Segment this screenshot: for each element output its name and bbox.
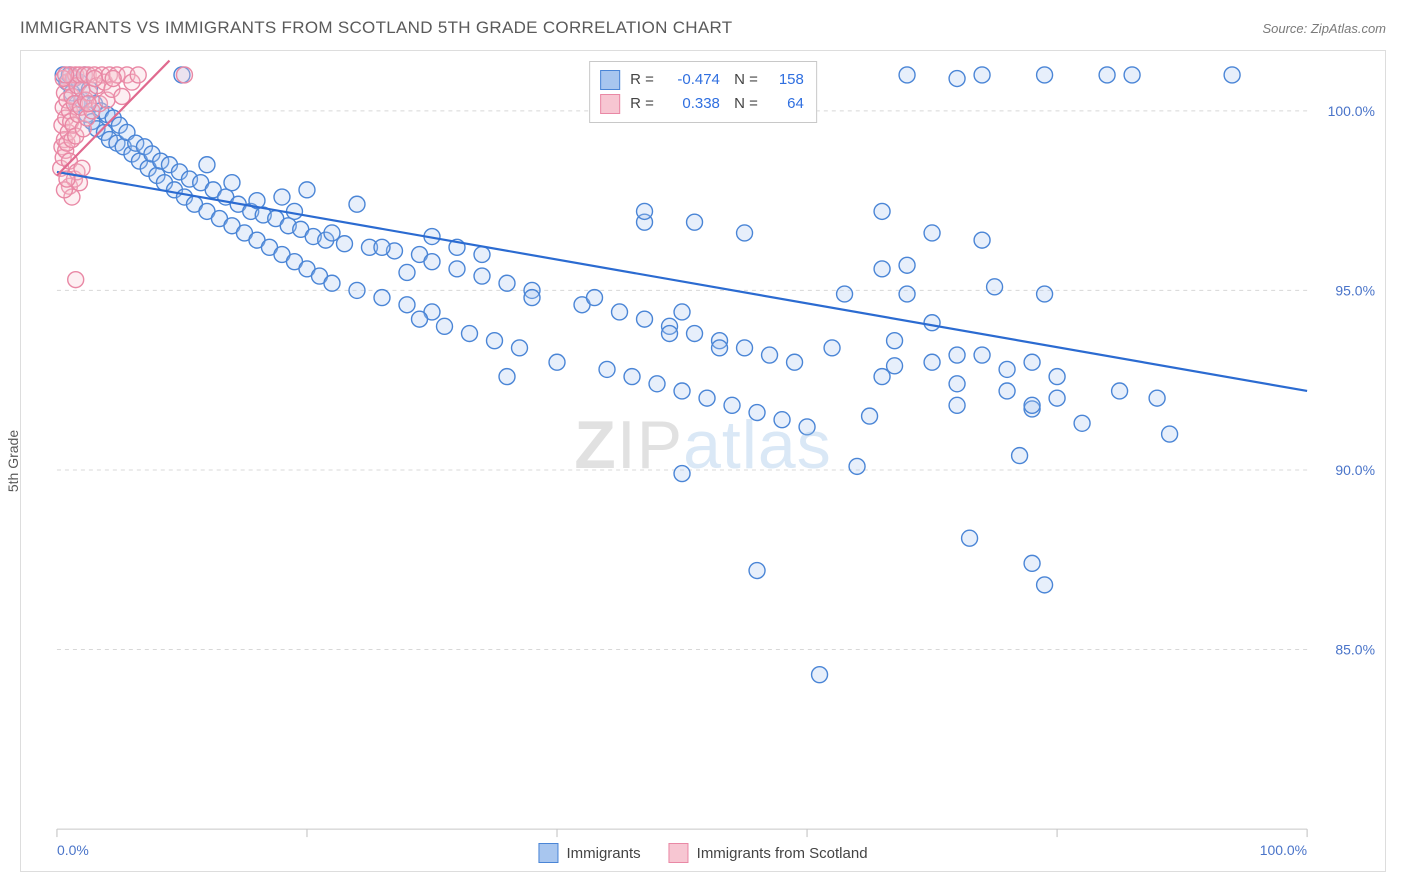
svg-text:85.0%: 85.0% — [1335, 642, 1375, 658]
svg-text:95.0%: 95.0% — [1335, 282, 1375, 298]
legend-label: Immigrants from Scotland — [697, 845, 868, 862]
legend-swatch — [669, 843, 689, 863]
header: IMMIGRANTS VS IMMIGRANTS FROM SCOTLAND 5… — [20, 18, 1386, 38]
svg-text:100.0%: 100.0% — [1328, 103, 1375, 119]
source-label: Source: ZipAtlas.com — [1262, 21, 1386, 36]
n-value: 158 — [768, 68, 804, 92]
svg-text:100.0%: 100.0% — [1260, 842, 1307, 858]
series-swatch — [600, 70, 620, 90]
stats-row: R = -0.474 N = 158 — [600, 68, 804, 92]
chart-title: IMMIGRANTS VS IMMIGRANTS FROM SCOTLAND 5… — [20, 18, 732, 38]
n-value: 64 — [768, 92, 804, 116]
legend-label: Immigrants — [566, 845, 640, 862]
svg-text:90.0%: 90.0% — [1335, 462, 1375, 478]
r-value: 0.338 — [664, 92, 720, 116]
y-axis-label: 5th Grade — [5, 430, 21, 492]
bottom-legend: Immigrants Immigrants from Scotland — [538, 843, 867, 863]
stats-row: R = 0.338 N = 64 — [600, 92, 804, 116]
r-value: -0.474 — [664, 68, 720, 92]
stats-legend-box: R = -0.474 N = 158 R = 0.338 N = 64 — [589, 61, 817, 123]
legend-item: Immigrants from Scotland — [669, 843, 868, 863]
chart-svg: 85.0% 90.0% 95.0% 100.0% 0.0% 100.0% — [21, 51, 1385, 871]
series-swatch — [600, 94, 620, 114]
legend-item: Immigrants — [538, 843, 640, 863]
plot-area: 5th Grade 85.0%90.0%95.0%100.0%0.0%100.0… — [20, 50, 1386, 872]
svg-text:0.0%: 0.0% — [57, 842, 89, 858]
legend-swatch — [538, 843, 558, 863]
